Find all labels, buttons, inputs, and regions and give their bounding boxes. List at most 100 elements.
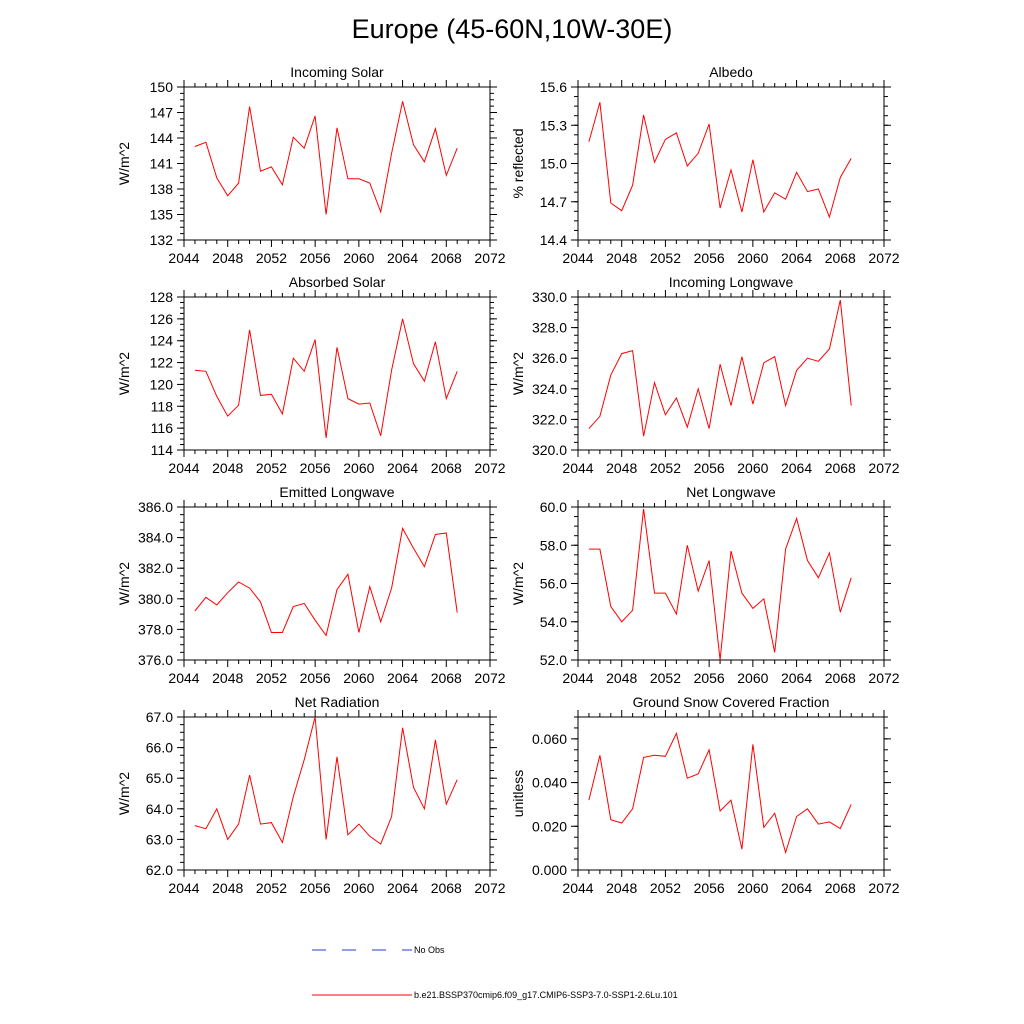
x-tick-label: 2060 [343, 460, 374, 476]
panel-title: Incoming Longwave [669, 274, 794, 290]
y-tick-label: 0.000 [532, 862, 567, 878]
x-tick-label: 2052 [650, 880, 681, 896]
y-tick-label: 52.0 [540, 652, 567, 668]
x-tick-label: 2048 [212, 460, 243, 476]
panel-2: Albedo % reflected 2044 2048 2052 2056 2060 206… [510, 64, 900, 266]
y-tick-label: 54.0 [540, 614, 567, 630]
x-tick-label: 2068 [825, 670, 856, 686]
series-line [194, 318, 458, 439]
panel-5: Emitted Longwave W/m^2 2044 2048 2052 2056 206… [116, 484, 506, 686]
x-tick-label: 2064 [387, 880, 418, 896]
series-line [588, 508, 852, 661]
x-tick-label: 2056 [694, 250, 725, 266]
x-tick-label: 2048 [212, 250, 243, 266]
y-tick-label: 63.0 [146, 831, 173, 847]
x-tick-label: 2072 [474, 670, 505, 686]
plot-frame [577, 506, 885, 661]
x-tick-label: 2068 [431, 880, 462, 896]
x-tick-label: 2072 [474, 460, 505, 476]
y-tick-label: 0.040 [532, 775, 567, 791]
x-tick-label: 2056 [300, 880, 331, 896]
y-tick-label: 15.6 [540, 79, 567, 95]
x-tick-label: 2060 [343, 250, 374, 266]
x-tick-label: 2048 [606, 460, 637, 476]
x-tick-label: 2044 [168, 880, 199, 896]
x-tick-label: 2048 [606, 250, 637, 266]
x-tick-label: 2052 [650, 460, 681, 476]
x-tick-label: 2072 [868, 460, 899, 476]
x-tick-label: 2072 [868, 250, 899, 266]
panel-title: Net Longwave [686, 484, 776, 500]
y-tick-label: 320.0 [532, 442, 567, 458]
y-tick-label: 15.3 [540, 117, 567, 133]
x-tick-label: 2064 [781, 880, 812, 896]
y-tick-label: 328.0 [532, 320, 567, 336]
x-tick-label: 2068 [431, 250, 462, 266]
y-tick-label: 138 [150, 181, 174, 197]
x-tick-label: 2068 [431, 460, 462, 476]
y-tick-label: 67.0 [146, 709, 173, 725]
panel-title: Ground Snow Covered Fraction [633, 694, 830, 710]
plot-frame [183, 296, 491, 451]
x-tick-label: 2072 [868, 670, 899, 686]
series-line [588, 299, 852, 437]
y-tick-label: 382.0 [138, 560, 173, 576]
panel-8: Ground Snow Covered Fraction unitless 2044… [510, 694, 900, 896]
y-tick-label: 326.0 [532, 350, 567, 366]
x-tick-label: 2048 [606, 880, 637, 896]
x-tick-label: 2064 [781, 460, 812, 476]
series-line [194, 101, 458, 215]
y-axis-label: W/m^2 [510, 352, 526, 395]
x-tick-label: 2060 [737, 670, 768, 686]
x-tick-label: 2056 [694, 670, 725, 686]
x-tick-label: 2056 [300, 670, 331, 686]
x-tick-label: 2064 [387, 670, 418, 686]
y-tick-label: 58.0 [540, 537, 567, 553]
y-tick-label: 141 [150, 156, 174, 172]
panel-3: Absorbed Solar W/m^2 2044 2048 2052 2056 2060 2… [116, 274, 506, 476]
x-tick-label: 2064 [387, 460, 418, 476]
x-tick-label: 2060 [737, 880, 768, 896]
y-tick-label: 65.0 [146, 770, 173, 786]
plot-frame [183, 506, 491, 661]
legend-label: b.e21.BSSP370cmip6.f09_g17.CMIP6-SSP3-7.… [414, 990, 678, 1000]
x-tick-label: 2056 [694, 460, 725, 476]
x-tick-label: 2044 [562, 670, 593, 686]
y-axis-label: W/m^2 [510, 562, 526, 605]
x-tick-label: 2060 [343, 880, 374, 896]
y-tick-label: 122 [150, 355, 174, 371]
plot-frame [577, 86, 885, 241]
y-tick-label: 126 [150, 311, 174, 327]
panel-title: Absorbed Solar [289, 274, 386, 290]
y-tick-label: 116 [151, 420, 174, 436]
plot-frame [183, 86, 491, 241]
y-tick-label: 135 [150, 207, 174, 223]
x-tick-label: 2044 [562, 250, 593, 266]
y-tick-label: 124 [150, 333, 174, 349]
x-tick-label: 2068 [825, 250, 856, 266]
y-tick-label: 378.0 [138, 621, 173, 637]
y-axis-label: W/m^2 [116, 562, 132, 605]
y-tick-label: 14.4 [540, 232, 567, 248]
y-tick-label: 386.0 [138, 499, 173, 515]
y-axis-label: unitless [510, 770, 526, 817]
y-tick-label: 118 [151, 398, 174, 414]
y-tick-label: 132 [150, 232, 174, 248]
y-tick-label: 60.0 [540, 499, 567, 515]
y-tick-label: 147 [150, 105, 174, 121]
panel-title: Emitted Longwave [279, 484, 394, 500]
x-tick-label: 2052 [256, 250, 287, 266]
plot-frame [577, 296, 885, 451]
x-tick-label: 2064 [781, 250, 812, 266]
x-tick-label: 2044 [562, 880, 593, 896]
x-tick-label: 2048 [606, 670, 637, 686]
panel-title: Net Radiation [295, 694, 380, 710]
x-tick-label: 2068 [431, 670, 462, 686]
x-tick-label: 2048 [212, 670, 243, 686]
x-tick-label: 2048 [212, 880, 243, 896]
panel-6: Net Longwave W/m^2 2044 2048 2052 2056 2060 206… [510, 484, 900, 686]
x-tick-label: 2068 [825, 460, 856, 476]
y-tick-label: 114 [151, 442, 174, 458]
x-tick-label: 2060 [737, 460, 768, 476]
